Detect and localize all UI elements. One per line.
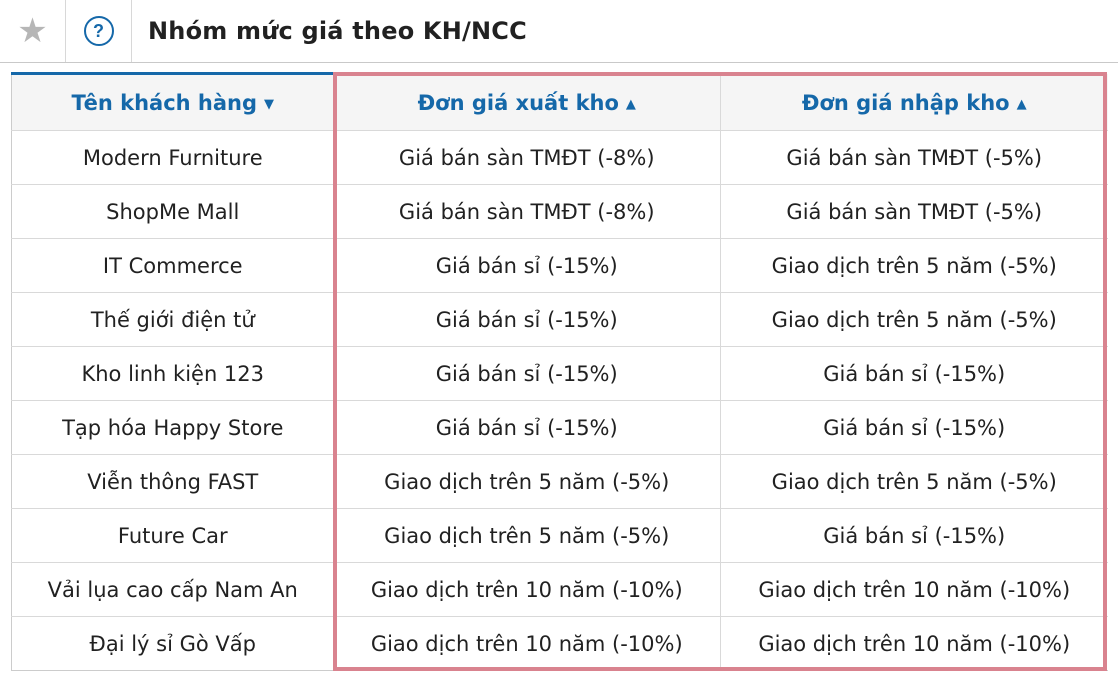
table-row: Tạp hóa Happy Store Giá bán sỉ (-15%) Giá … xyxy=(11,400,1108,455)
table-row: Đại lý sỉ Gò Vấp Giao dịch trên 10 năm (-… xyxy=(11,616,1108,671)
table-row: IT Commerce Giá bán sỉ (-15%) Giao dịch tr… xyxy=(11,238,1108,293)
titlebar-divider xyxy=(65,0,66,62)
table-row: ShopMe Mall Giá bán sàn TMĐT (-8%) Giá bán… xyxy=(11,184,1108,239)
column-header-don-gia-nhap-kho[interactable]: Đơn giá nhập kho ▲ xyxy=(720,73,1108,131)
header-row: Tên khách hàng ▼ Đơn giá xuất kho ▲ Đơn gi… xyxy=(11,72,1108,131)
customer-name-cell[interactable]: Đại lý sỉ Gò Vấp xyxy=(11,616,334,671)
export-price-group-cell[interactable]: Giao dịch trên 10 năm (-10%) xyxy=(333,616,721,671)
customer-name-cell[interactable]: ShopMe Mall xyxy=(11,184,334,239)
export-price-group-cell[interactable]: Giá bán sỉ (-15%) xyxy=(333,292,721,347)
favorite-star-button[interactable]: ★ xyxy=(0,0,65,62)
import-price-group-cell[interactable]: Giá bán sàn TMĐT (-5%) xyxy=(720,184,1108,239)
import-price-group-cell[interactable]: Giá bán sàn TMĐT (-5%) xyxy=(720,130,1108,185)
titlebar: ★ ? Nhóm mức giá theo KH/NCC xyxy=(0,0,1118,63)
customer-name-cell[interactable]: Modern Furniture xyxy=(11,130,334,185)
page-title: Nhóm mức giá theo KH/NCC xyxy=(148,17,527,45)
table-row: Modern Furniture Giá bán sàn TMĐT (-8%) Gi… xyxy=(11,130,1108,185)
column-header-label: Đơn giá nhập kho xyxy=(801,90,1010,115)
customer-name-cell[interactable]: Tạp hóa Happy Store xyxy=(11,400,334,455)
customer-name-cell[interactable]: Future Car xyxy=(11,508,334,563)
customer-name-cell[interactable]: IT Commerce xyxy=(11,238,334,293)
table-row: Thế giới điện tử Giá bán sỉ (-15%) Giao dị… xyxy=(11,292,1108,347)
sort-desc-icon: ▼ xyxy=(264,96,275,112)
export-price-group-cell[interactable]: Giá bán sỉ (-15%) xyxy=(333,238,721,293)
table-row: Vải lụa cao cấp Nam An Giao dịch trên 10 … xyxy=(11,562,1108,617)
column-header-label: Đơn giá xuất kho xyxy=(417,90,619,115)
export-price-group-cell[interactable]: Giá bán sỉ (-15%) xyxy=(333,346,721,401)
column-header-don-gia-xuat-kho[interactable]: Đơn giá xuất kho ▲ xyxy=(333,73,721,131)
column-header-label: Tên khách hàng xyxy=(71,90,258,115)
price-group-grid: Tên khách hàng ▼ Đơn giá xuất kho ▲ Đơn gi… xyxy=(11,72,1108,671)
export-price-group-cell[interactable]: Giao dịch trên 5 năm (-5%) xyxy=(333,454,721,509)
export-price-group-cell[interactable]: Giá bán sàn TMĐT (-8%) xyxy=(333,130,721,185)
customer-name-cell[interactable]: Viễn thông FAST xyxy=(11,454,334,509)
export-price-group-cell[interactable]: Giao dịch trên 10 năm (-10%) xyxy=(333,562,721,617)
column-header-ten-khach-hang[interactable]: Tên khách hàng ▼ xyxy=(11,72,334,131)
import-price-group-cell[interactable]: Giao dịch trên 5 năm (-5%) xyxy=(720,292,1108,347)
export-price-group-cell[interactable]: Giá bán sàn TMĐT (-8%) xyxy=(333,184,721,239)
import-price-group-cell[interactable]: Giá bán sỉ (-15%) xyxy=(720,346,1108,401)
customer-name-cell[interactable]: Vải lụa cao cấp Nam An xyxy=(11,562,334,617)
import-price-group-cell[interactable]: Giá bán sỉ (-15%) xyxy=(720,508,1108,563)
customer-name-cell[interactable]: Kho linh kiện 123 xyxy=(11,346,334,401)
table-row: Viễn thông FAST Giao dịch trên 5 năm (-5%… xyxy=(11,454,1108,509)
titlebar-divider xyxy=(131,0,132,62)
help-icon: ? xyxy=(83,16,114,46)
import-price-group-cell[interactable]: Giá bán sỉ (-15%) xyxy=(720,400,1108,455)
export-price-group-cell[interactable]: Giao dịch trên 5 năm (-5%) xyxy=(333,508,721,563)
export-price-group-cell[interactable]: Giá bán sỉ (-15%) xyxy=(333,400,721,455)
sort-asc-icon: ▲ xyxy=(1016,96,1027,112)
import-price-group-cell[interactable]: Giao dịch trên 5 năm (-5%) xyxy=(720,454,1108,509)
import-price-group-cell[interactable]: Giao dịch trên 10 năm (-10%) xyxy=(720,616,1108,671)
price-group-table: Tên khách hàng ▼ Đơn giá xuất kho ▲ Đơn gi… xyxy=(11,72,1108,671)
table-body: Modern Furniture Giá bán sàn TMĐT (-8%) Gi… xyxy=(11,130,1108,671)
customer-name-cell[interactable]: Thế giới điện tử xyxy=(11,292,334,347)
import-price-group-cell[interactable]: Giao dịch trên 5 năm (-5%) xyxy=(720,238,1108,293)
import-price-group-cell[interactable]: Giao dịch trên 10 năm (-10%) xyxy=(720,562,1108,617)
sort-asc-icon: ▲ xyxy=(625,96,636,112)
star-icon: ★ xyxy=(17,12,48,50)
table-row: Future Car Giao dịch trên 5 năm (-5%) Giá … xyxy=(11,508,1108,563)
table-row: Kho linh kiện 123 Giá bán sỉ (-15%) Giá bá… xyxy=(11,346,1108,401)
help-button[interactable]: ? xyxy=(66,0,131,62)
